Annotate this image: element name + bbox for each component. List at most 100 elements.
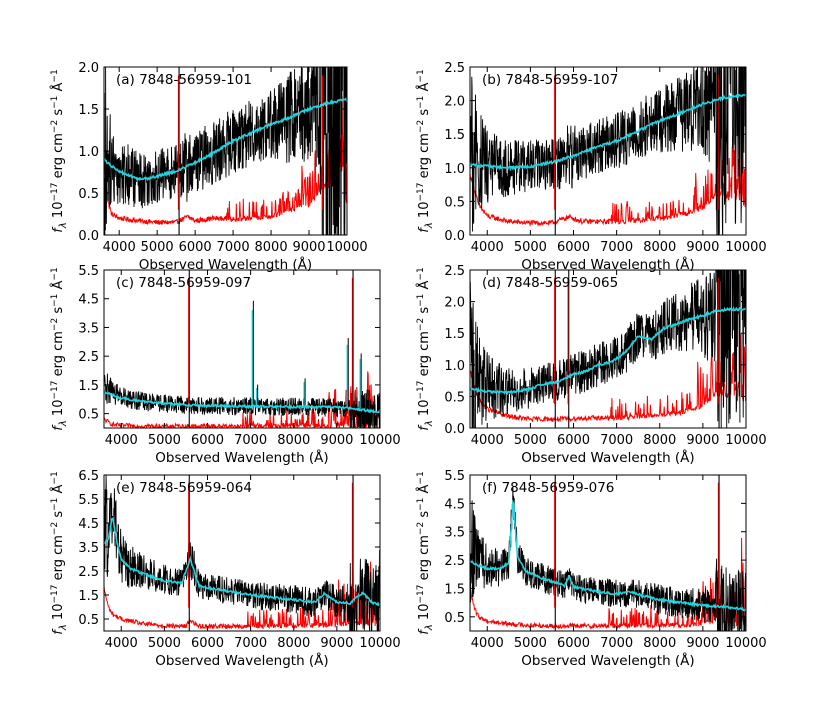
x-tick-label: 9000	[320, 433, 353, 448]
x-tick-label: 10000	[359, 636, 400, 651]
y-axis-label-part: 10	[51, 400, 66, 421]
y-axis-label-part: erg cm	[417, 535, 432, 584]
y-axis-label-part: −17	[50, 381, 60, 400]
x-tick-label: 7000	[234, 636, 267, 651]
y-tick-label: 2.5	[444, 264, 465, 279]
y-tick-label: 2.0	[444, 296, 465, 311]
observed-spectrum-line	[470, 67, 746, 235]
observed-spectrum-line	[104, 67, 347, 235]
y-axis-label: fλ 10−17 erg cm−2 s−1 Å−1	[416, 471, 435, 634]
y-axis-label-part: −1	[50, 498, 60, 511]
y-tick-label: 4.5	[78, 517, 99, 532]
x-tick-label: 6000	[557, 636, 590, 651]
y-axis-label-part: f	[417, 424, 432, 431]
error-spectrum-line	[470, 137, 746, 228]
x-tick-label: 6000	[557, 240, 590, 255]
x-tick-label: 10000	[725, 240, 766, 255]
y-axis-label-part: λ	[424, 222, 435, 229]
y-axis-label-part: −1	[416, 96, 426, 109]
y-tick-label: 1.0	[444, 359, 465, 374]
x-tick-label: 4000	[471, 240, 504, 255]
y-axis-label-part: λ	[424, 624, 435, 631]
x-tick-label: 7000	[234, 433, 267, 448]
y-axis-label-part: s	[51, 109, 66, 120]
x-tick-label: 10000	[725, 433, 766, 448]
x-tick-label: 7000	[600, 636, 633, 651]
y-axis-label: fλ 10−17 erg cm−2 s−1 Å−1	[50, 69, 69, 232]
y-tick-label: 1.0	[78, 145, 99, 160]
x-tick-label: 5000	[514, 240, 547, 255]
y-axis-label-part: −2	[416, 522, 426, 535]
x-tick-label: 8000	[277, 636, 310, 651]
y-axis-label-part: erg cm	[51, 133, 66, 182]
x-tick-label: 6000	[179, 240, 212, 255]
y-axis-label-part: erg cm	[417, 133, 432, 182]
x-tick-label: 5000	[514, 636, 547, 651]
y-tick-label: 2.5	[78, 350, 99, 365]
y-axis-label-part: s	[51, 511, 66, 522]
plot-area	[104, 67, 347, 235]
y-axis-label-part: 10	[417, 604, 432, 625]
x-tick-label: 4000	[471, 636, 504, 651]
y-tick-label: 1.5	[444, 327, 465, 342]
x-tick-label: 9000	[686, 240, 719, 255]
axes-frame	[469, 474, 747, 632]
y-axis-label-part: −1	[416, 498, 426, 511]
y-axis-label-part: s	[417, 511, 432, 522]
model-spectrum-line	[104, 97, 347, 182]
x-axis-label: Observed Wavelength (Å)	[521, 652, 694, 669]
y-axis-label-part: erg cm	[417, 331, 432, 380]
y-tick-label: 0.0	[78, 229, 99, 244]
x-axis-label: Observed Wavelength (Å)	[521, 256, 694, 273]
y-tick-label: 0.5	[78, 187, 99, 202]
y-axis-label-part: −17	[50, 585, 60, 604]
y-axis-label-part: 10	[51, 604, 66, 625]
x-tick-label: 7000	[600, 433, 633, 448]
x-tick-label: 6000	[191, 433, 224, 448]
x-tick-label: 9000	[292, 240, 325, 255]
y-axis-label-part: −2	[416, 318, 426, 331]
axes-frame	[469, 66, 747, 236]
y-tick-label: 5.5	[78, 493, 99, 508]
y-axis-label-part: −2	[416, 120, 426, 133]
y-axis-label-part: s	[51, 307, 66, 318]
y-tick-label: 0.5	[78, 408, 99, 423]
y-axis-label-part: −17	[50, 183, 60, 202]
y-axis-label-part: −1	[50, 471, 60, 484]
y-axis-label-part: erg cm	[51, 331, 66, 380]
panel-a: 4000 5000 6000 7000 8000 9000 10000 0.0 0.5 1.0 1.…	[50, 61, 368, 273]
y-axis-label-part: f	[417, 628, 432, 635]
y-axis-label-part: −1	[50, 69, 60, 82]
y-tick-label: 0.0	[444, 422, 465, 437]
y-axis-label-part: −1	[50, 267, 60, 280]
panel-title: (b) 7848-56959-107	[482, 72, 618, 88]
axes-frame	[103, 269, 381, 429]
y-axis-label-part: λ	[58, 624, 69, 631]
y-axis-label-part: −17	[416, 183, 426, 202]
y-tick-label: 6.5	[78, 469, 99, 484]
y-axis-label-part: 10	[51, 202, 66, 223]
y-tick-label: 0.0	[444, 229, 465, 244]
y-axis-label-part: −17	[416, 585, 426, 604]
observed-spectrum-line	[470, 486, 746, 631]
x-tick-label: 7000	[217, 240, 250, 255]
panel-title: (d) 7848-56959-065	[482, 275, 618, 291]
x-tick-label: 4000	[105, 433, 138, 448]
y-axis-label-part: −17	[416, 381, 426, 400]
y-tick-label: 2.0	[444, 95, 465, 110]
y-tick-label: 3.5	[78, 541, 99, 556]
y-axis-label-part: Å	[50, 484, 66, 497]
y-axis-label: fλ 10−17 erg cm−2 s−1 Å−1	[416, 69, 435, 232]
plot-area	[104, 475, 380, 631]
x-tick-label: 7000	[600, 240, 633, 255]
y-axis-label-part: −2	[50, 318, 60, 331]
y-axis-label: fλ 10−17 erg cm−2 s−1 Å−1	[50, 267, 69, 430]
y-tick-label: 5.5	[444, 469, 465, 484]
model-spectrum-line	[104, 517, 380, 607]
x-tick-label: 8000	[643, 636, 676, 651]
y-tick-label: 1.5	[444, 582, 465, 597]
x-tick-label: 5000	[514, 433, 547, 448]
y-axis-label-part: −2	[50, 522, 60, 535]
y-axis-label-part: f	[417, 226, 432, 233]
x-tick-label: 8000	[255, 240, 288, 255]
